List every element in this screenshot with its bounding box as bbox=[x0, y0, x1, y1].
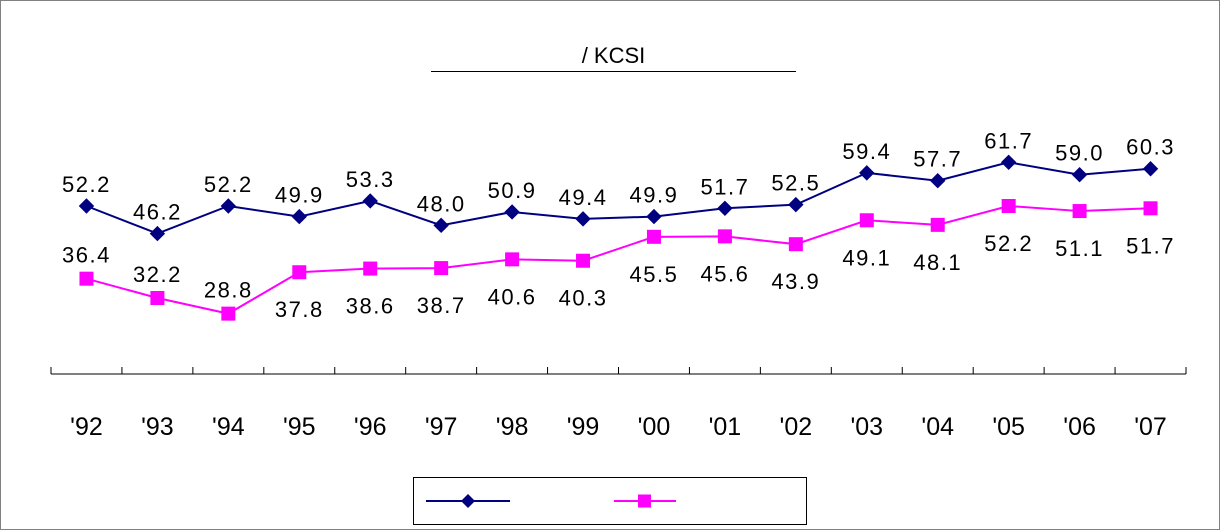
data-label: 52.2 bbox=[984, 231, 1033, 256]
data-label: 49.9 bbox=[275, 183, 324, 208]
data-label: 51.7 bbox=[1126, 233, 1175, 258]
data-point-diamond bbox=[646, 208, 662, 225]
x-tick-label: '03 bbox=[850, 413, 883, 441]
data-label: 52.2 bbox=[204, 172, 253, 197]
data-point-square bbox=[930, 217, 945, 232]
data-label: 53.3 bbox=[346, 167, 395, 192]
data-label: 36.4 bbox=[62, 243, 111, 268]
data-point-diamond bbox=[1071, 167, 1088, 183]
data-point-diamond bbox=[788, 196, 804, 213]
data-label: 40.3 bbox=[559, 286, 608, 311]
x-tick-label: '02 bbox=[780, 413, 813, 441]
data-label: 52.5 bbox=[771, 171, 820, 196]
x-tick-label: '94 bbox=[212, 413, 245, 441]
data-label: 28.8 bbox=[204, 278, 253, 303]
data-label: 49.9 bbox=[630, 183, 679, 208]
data-label: 48.1 bbox=[913, 250, 962, 275]
x-tick-label: '95 bbox=[283, 413, 316, 441]
data-label: 45.5 bbox=[630, 262, 679, 287]
series-line-2 bbox=[86, 204, 1151, 315]
data-label: 46.2 bbox=[133, 200, 182, 225]
data-label: 52.2 bbox=[62, 172, 111, 197]
data-point-square bbox=[717, 229, 732, 244]
x-tick-label: '05 bbox=[992, 413, 1025, 441]
x-tick-label: '92 bbox=[70, 413, 103, 441]
data-label: 40.6 bbox=[488, 284, 537, 309]
data-label: 57.7 bbox=[913, 147, 962, 172]
data-label: 43.9 bbox=[771, 269, 820, 294]
data-label: 49.1 bbox=[842, 245, 891, 270]
data-label: 32.2 bbox=[133, 262, 182, 287]
legend-marker-diamond bbox=[461, 494, 475, 508]
data-point-diamond bbox=[930, 172, 946, 189]
data-point-diamond bbox=[291, 208, 307, 225]
data-point-square bbox=[221, 306, 236, 321]
data-point-square bbox=[434, 261, 449, 276]
data-label: 61.7 bbox=[984, 128, 1033, 153]
x-tick-label: '01 bbox=[709, 413, 742, 441]
data-point-diamond bbox=[220, 198, 237, 214]
legend-marker-square bbox=[638, 494, 651, 508]
data-label: 60.3 bbox=[1126, 135, 1175, 160]
x-tick-label: '06 bbox=[1063, 413, 1096, 441]
x-tick-label: '00 bbox=[638, 413, 671, 441]
data-point-diamond bbox=[575, 211, 591, 227]
data-label: 37.8 bbox=[275, 297, 324, 322]
data-label: 59.4 bbox=[842, 139, 891, 164]
data-label: 48.0 bbox=[417, 191, 466, 216]
series-line-1 bbox=[86, 161, 1151, 235]
data-label: 50.9 bbox=[488, 178, 537, 203]
data-point-square bbox=[505, 252, 520, 267]
data-point-diamond bbox=[433, 217, 449, 234]
data-point-square bbox=[859, 213, 874, 228]
data-point-square bbox=[1001, 199, 1016, 213]
data-label: 45.6 bbox=[700, 261, 749, 286]
data-point-square bbox=[646, 229, 661, 244]
data-point-diamond bbox=[859, 165, 875, 181]
data-point-diamond bbox=[1142, 161, 1159, 177]
x-tick-label: '07 bbox=[1134, 413, 1167, 441]
data-point-square bbox=[79, 271, 94, 286]
chart-title: / KCSI bbox=[431, 41, 796, 72]
x-tick-label: '99 bbox=[567, 413, 600, 441]
x-tick-label: '93 bbox=[141, 413, 174, 441]
data-label: 49.4 bbox=[559, 185, 608, 210]
legend-graphic bbox=[426, 494, 676, 508]
data-point-diamond bbox=[504, 204, 520, 220]
x-tick-label: '96 bbox=[354, 413, 387, 441]
data-point-square bbox=[292, 265, 307, 280]
x-tick-label: '98 bbox=[496, 413, 529, 441]
data-point-diamond bbox=[717, 200, 733, 217]
data-point-square bbox=[1072, 204, 1087, 219]
data-point-square bbox=[363, 261, 378, 276]
data-label: 38.6 bbox=[346, 294, 395, 319]
data-point-diamond bbox=[362, 193, 378, 209]
data-label: 59.0 bbox=[1055, 141, 1104, 166]
data-point-diamond bbox=[149, 225, 166, 242]
data-point-square bbox=[576, 253, 591, 268]
data-label: 38.7 bbox=[417, 293, 466, 318]
data-point-square bbox=[1143, 201, 1158, 216]
data-label: 51.7 bbox=[700, 174, 749, 199]
legend bbox=[413, 477, 807, 525]
x-tick-label: '97 bbox=[425, 413, 458, 441]
data-point-square bbox=[150, 291, 165, 305]
data-point-diamond bbox=[1000, 154, 1017, 171]
data-point-square bbox=[788, 237, 803, 252]
data-label: 51.1 bbox=[1055, 236, 1104, 261]
x-tick-label: '04 bbox=[921, 413, 954, 441]
data-point-diamond bbox=[78, 198, 95, 214]
